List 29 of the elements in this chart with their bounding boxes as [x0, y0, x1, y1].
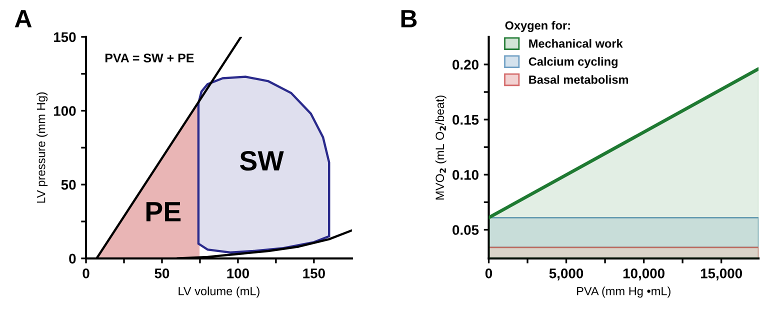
y-tick-label: 0.15: [452, 114, 479, 125]
y-axis-title: MVO$_{2}$ (mL O$_{2}$/beat): [435, 96, 446, 200]
annotation: PVA = SW + PE: [105, 54, 194, 62]
legend-title: Oxygen for:: [505, 20, 570, 32]
legend-label: Mechanical work: [529, 39, 623, 48]
x-tick-label: 15,000: [700, 268, 742, 280]
text: B: [401, 10, 417, 28]
y-tick-label: 150: [54, 32, 76, 42]
y-tick-label: 0.10: [452, 170, 478, 180]
y-tick-label: 0: [69, 254, 76, 264]
x-tick-label: 0: [82, 268, 90, 278]
y-axis-title: LV pressure (mm Hg): [36, 92, 48, 203]
x-tick-label: 150: [303, 268, 325, 278]
x-axis-title: LV volume (mL): [178, 286, 260, 298]
x-tick-label: 10,000: [623, 268, 664, 280]
annotation: SW: [240, 150, 284, 171]
x-tick-label: 50: [154, 268, 170, 278]
y-tick-label: 100: [54, 106, 76, 116]
annotation: PE: [146, 202, 181, 222]
y-tick-label: 0.05: [452, 225, 479, 235]
legend-label: Basal metabolism: [529, 75, 628, 84]
y-tick-label: 50: [61, 180, 76, 190]
text: A: [14, 10, 32, 28]
y-tick-label: 0.20: [452, 60, 478, 70]
x-axis-title: PVA (mm Hg •mL): [577, 286, 670, 298]
legend-label: Calcium cycling: [528, 57, 618, 68]
x-tick-label: 0: [485, 268, 492, 278]
x-tick-label: 100: [227, 268, 249, 278]
x-tick-label: 5,000: [549, 268, 584, 280]
